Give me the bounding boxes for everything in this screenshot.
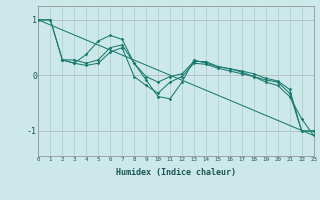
X-axis label: Humidex (Indice chaleur): Humidex (Indice chaleur): [116, 168, 236, 177]
